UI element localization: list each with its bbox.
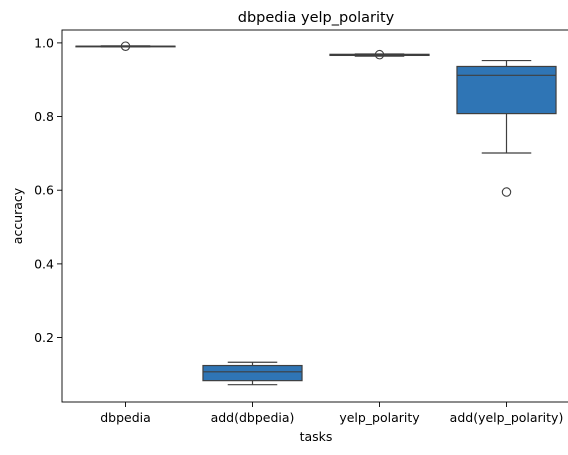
outlier-point (501, 187, 512, 197)
y-axis: 0.2 0.4 0.6 0.8 1.0 (34, 35, 62, 345)
outlier-point (374, 49, 385, 60)
x-tick-label: add(yelp_polarity) (450, 410, 564, 425)
y-tick-label: 0.6 (34, 183, 54, 198)
outlier-point (120, 41, 131, 51)
plot-area (75, 41, 557, 386)
iqr-box (456, 65, 557, 115)
x-tick-label: dbpedia (100, 410, 151, 425)
iqr-box (202, 364, 303, 382)
box-yelp-polarity (329, 49, 430, 60)
y-tick-label: 0.4 (34, 256, 54, 271)
y-tick-label: 1.0 (34, 35, 54, 50)
axes-frame (61, 29, 568, 403)
y-tick-label: 0.2 (34, 330, 54, 345)
x-axis-label: tasks (300, 429, 333, 444)
y-tick-label: 0.8 (34, 109, 54, 124)
x-tick-label: add(dbpedia) (211, 410, 295, 425)
x-axis: dbpedia add(dbpedia) yelp_polarity add(yelp… (100, 402, 563, 425)
y-axis-label: accuracy (10, 187, 25, 244)
box-dbpedia (75, 41, 176, 51)
box-add-yelp-polarity- (456, 59, 557, 197)
box-add-dbpedia- (202, 361, 303, 386)
chart-title: dbpedia yelp_polarity (238, 10, 395, 26)
x-tick-label: yelp_polarity (339, 410, 420, 425)
